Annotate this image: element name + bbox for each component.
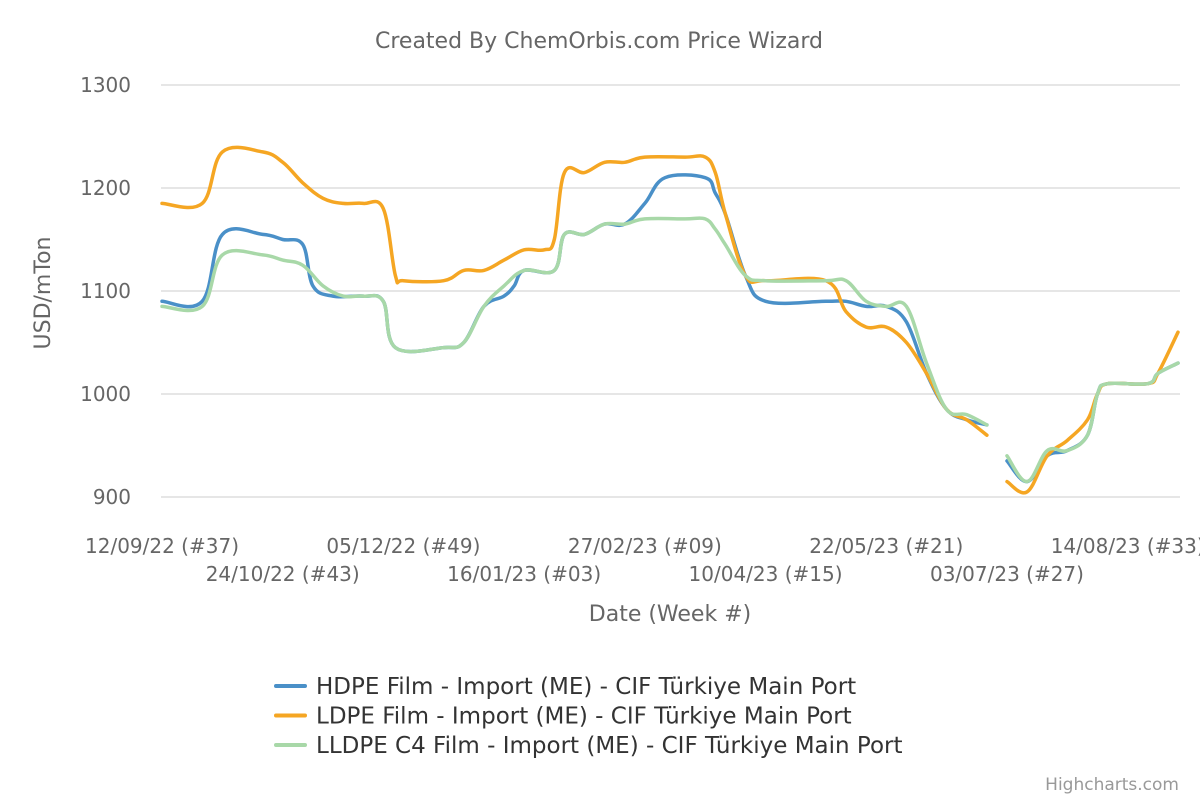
x-tick-label: 27/02/23 (#09) [568, 534, 722, 558]
x-tick-label: 03/07/23 (#27) [930, 562, 1084, 586]
y-axis-title: USD/mTon [31, 237, 56, 350]
y-tick-label: 1000 [80, 382, 131, 406]
y-axis-ticks: 900 1000 1100 1200 1300 [80, 73, 131, 509]
x-axis-title: Date (Week #) [589, 602, 751, 627]
y-tick-label: 1200 [80, 176, 131, 200]
grid-lines [161, 84, 1180, 498]
series-lines [160, 145, 1180, 495]
legend-item-ldpe-film[interactable]: LDPE Film - Import (ME) - CIF Türkiye Ma… [274, 704, 852, 730]
legend-item-hdpe-film[interactable]: HDPE Film - Import (ME) - CIF Türkiye Ma… [274, 674, 856, 700]
y-tick-label: 1300 [80, 73, 131, 97]
x-tick-label: 05/12/22 (#49) [326, 534, 480, 558]
x-tick-label: 14/08/23 (#33) [1051, 534, 1200, 558]
legend: HDPE Film - Import (ME) - CIF Türkiye Ma… [274, 674, 903, 759]
x-tick-label: 16/01/23 (#03) [447, 562, 601, 586]
x-tick-label: 12/09/22 (#37) [85, 534, 239, 558]
series-line-hdpe-film[interactable] [160, 173, 1180, 484]
y-tick-label: 900 [93, 485, 131, 509]
y-tick-label: 1100 [80, 279, 131, 303]
x-tick-label: 10/04/23 (#15) [689, 562, 843, 586]
x-tick-label: 24/10/22 (#43) [206, 562, 360, 586]
x-axis-ticks: 12/09/22 (#37) 24/10/22 (#43) 05/12/22 (#4… [85, 534, 1200, 586]
series-line-ldpe-film[interactable] [160, 145, 1180, 495]
legend-item-lldpe-c4-film[interactable]: LLDPE C4 Film - Import (ME) - CIF Türkiy… [274, 733, 903, 759]
x-tick-label: 22/05/23 (#21) [809, 534, 963, 558]
chart-title: Created By ChemOrbis.com Price Wizard [375, 29, 823, 54]
credits-link[interactable]: Highcharts.com [1045, 775, 1179, 795]
series-line-lldpe-c4-film[interactable] [160, 216, 1180, 484]
legend-label: HDPE Film - Import (ME) - CIF Türkiye Ma… [316, 674, 856, 700]
legend-label: LDPE Film - Import (ME) - CIF Türkiye Ma… [316, 704, 852, 730]
legend-label: LLDPE C4 Film - Import (ME) - CIF Türkiy… [316, 733, 903, 759]
